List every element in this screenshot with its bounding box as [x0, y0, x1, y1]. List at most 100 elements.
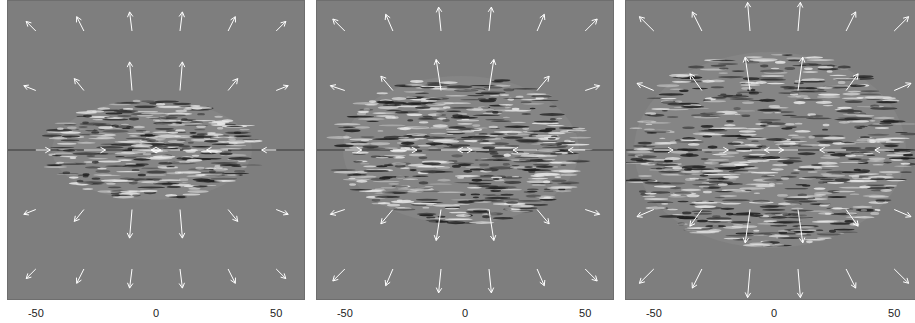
streak [397, 199, 403, 201]
streak [755, 81, 766, 84]
streak [471, 193, 480, 195]
streak [355, 126, 370, 128]
streak [879, 171, 901, 173]
streak [451, 107, 474, 108]
streak [733, 224, 743, 225]
streak [173, 103, 192, 105]
streak [490, 95, 500, 96]
streak [493, 178, 500, 180]
streak [739, 130, 756, 133]
arrow [585, 85, 599, 91]
streak [807, 169, 832, 170]
streak [57, 143, 77, 145]
streak [490, 133, 505, 135]
streak [643, 122, 671, 124]
streak [739, 187, 765, 189]
streak [681, 189, 701, 191]
streak [373, 112, 386, 113]
streak [721, 203, 742, 205]
arrow [798, 57, 805, 90]
streak [67, 127, 77, 130]
streak [138, 187, 166, 189]
streak [352, 151, 369, 153]
streak [808, 171, 818, 173]
streak [548, 138, 556, 140]
streak [384, 102, 406, 105]
arrow [537, 269, 545, 286]
streak [197, 113, 205, 115]
arrow [894, 83, 911, 91]
streak [239, 129, 249, 131]
streak [711, 86, 724, 88]
streak [720, 163, 748, 166]
streak [718, 177, 724, 180]
streak [347, 116, 358, 117]
streak [682, 165, 706, 168]
streak [778, 92, 799, 93]
streak [672, 166, 682, 169]
arrow [436, 269, 442, 293]
streak [44, 166, 67, 167]
streak [477, 180, 495, 181]
streak [720, 195, 738, 196]
streak [437, 179, 451, 182]
tick-label: 0 [771, 307, 777, 319]
streak [334, 144, 354, 147]
streak [510, 122, 526, 123]
streak [658, 171, 681, 173]
streak [696, 231, 719, 233]
streak [741, 87, 752, 90]
streak [200, 172, 224, 174]
arrow [262, 147, 277, 153]
streak [803, 98, 810, 99]
streak [667, 209, 678, 210]
arrow [179, 12, 184, 31]
streak [132, 169, 140, 171]
streak [883, 162, 892, 164]
streak [452, 165, 461, 168]
streak [481, 91, 506, 93]
streak [544, 188, 551, 190]
arrow [797, 2, 803, 31]
streak [644, 193, 656, 195]
arrow [764, 147, 798, 153]
streak [454, 182, 481, 183]
arrow [128, 12, 133, 31]
streak [726, 190, 742, 191]
streak [154, 135, 181, 138]
streak [540, 198, 553, 200]
streak [234, 135, 252, 137]
streak [192, 120, 216, 121]
streak [383, 104, 402, 106]
streak [64, 124, 77, 125]
streak [176, 139, 186, 140]
streak [435, 166, 450, 169]
streak [410, 169, 417, 171]
streak [818, 93, 840, 95]
arrow [74, 79, 84, 91]
streak [848, 158, 862, 160]
streak [482, 168, 499, 171]
streak [446, 111, 461, 112]
streak [63, 149, 76, 151]
streak [411, 135, 425, 136]
texture [7, 100, 305, 200]
streak [521, 113, 531, 114]
streak [371, 203, 386, 205]
streak [360, 163, 370, 164]
streak [780, 213, 799, 214]
streak [379, 125, 406, 127]
streak [895, 132, 908, 133]
streak [863, 153, 873, 154]
streak [338, 127, 356, 128]
streak [707, 221, 720, 223]
streak [785, 203, 800, 205]
streak [644, 114, 651, 115]
streak [395, 111, 408, 113]
streak [548, 132, 566, 134]
streak [416, 191, 440, 192]
streak [745, 183, 770, 185]
streak [186, 159, 202, 162]
streak [872, 164, 883, 165]
streak [510, 166, 536, 169]
